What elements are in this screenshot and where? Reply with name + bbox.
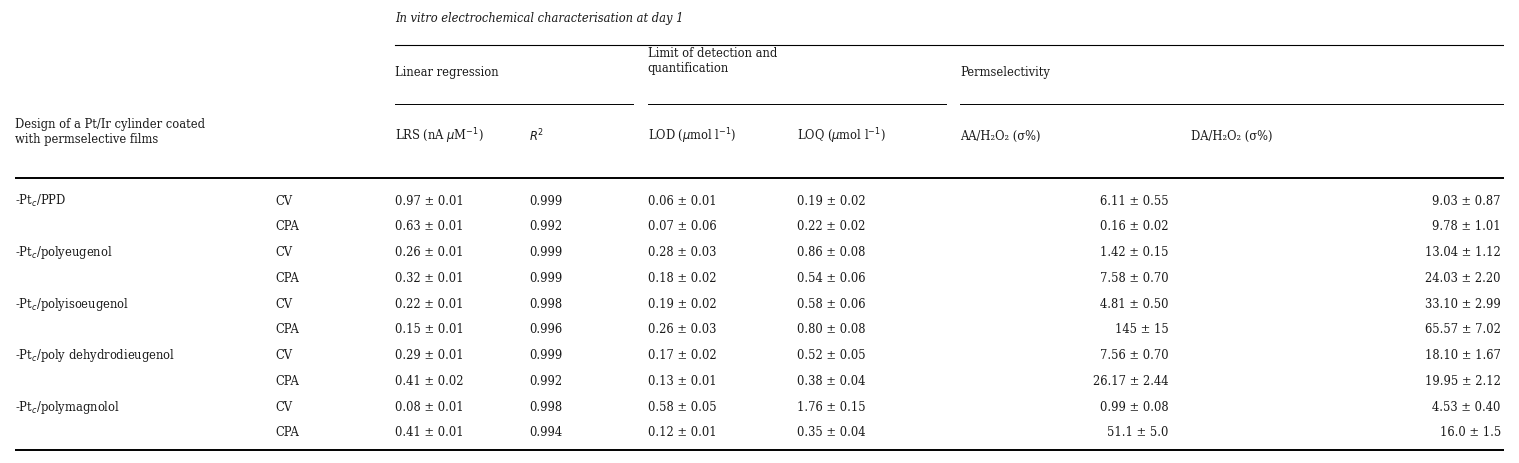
Text: 9.78 ± 1.01: 9.78 ± 1.01 — [1432, 220, 1501, 233]
Text: LOQ ($\mu$mol l$^{-1}$): LOQ ($\mu$mol l$^{-1}$) — [796, 126, 886, 146]
Text: CV: CV — [275, 400, 293, 413]
Text: 6.11 ± 0.55: 6.11 ± 0.55 — [1100, 195, 1170, 208]
Text: 0.52 ± 0.05: 0.52 ± 0.05 — [796, 349, 866, 362]
Text: 65.57 ± 7.02: 65.57 ± 7.02 — [1425, 323, 1501, 337]
Text: 145 ± 15: 145 ± 15 — [1115, 323, 1170, 337]
Text: -Pt$_c$/polyeugenol: -Pt$_c$/polyeugenol — [15, 244, 112, 261]
Text: 0.19 ± 0.02: 0.19 ± 0.02 — [647, 298, 717, 311]
Text: 0.22 ± 0.02: 0.22 ± 0.02 — [796, 220, 866, 233]
Text: 0.16 ± 0.02: 0.16 ± 0.02 — [1100, 220, 1170, 233]
Text: 0.15 ± 0.01: 0.15 ± 0.01 — [395, 323, 463, 337]
Text: 33.10 ± 2.99: 33.10 ± 2.99 — [1425, 298, 1501, 311]
Text: 0.26 ± 0.01: 0.26 ± 0.01 — [395, 246, 463, 259]
Text: 0.29 ± 0.01: 0.29 ± 0.01 — [395, 349, 463, 362]
Text: CPA: CPA — [275, 323, 299, 337]
Text: CV: CV — [275, 195, 293, 208]
Text: 0.07 ± 0.06: 0.07 ± 0.06 — [647, 220, 717, 233]
Text: Linear regression: Linear regression — [395, 66, 498, 79]
Text: 0.58 ± 0.05: 0.58 ± 0.05 — [647, 400, 717, 413]
Text: 0.35 ± 0.04: 0.35 ± 0.04 — [796, 426, 866, 439]
Text: $R^{2}$: $R^{2}$ — [529, 128, 544, 144]
Text: 0.97 ± 0.01: 0.97 ± 0.01 — [395, 195, 463, 208]
Text: -Pt$_c$/polymagnolol: -Pt$_c$/polymagnolol — [15, 399, 120, 416]
Text: AA/H₂O₂ (σ%): AA/H₂O₂ (σ%) — [960, 130, 1041, 143]
Text: 0.22 ± 0.01: 0.22 ± 0.01 — [395, 298, 463, 311]
Text: 1.76 ± 0.15: 1.76 ± 0.15 — [796, 400, 866, 413]
Text: -Pt$_c$/poly dehydrodieugenol: -Pt$_c$/poly dehydrodieugenol — [15, 347, 175, 364]
Text: 0.54 ± 0.06: 0.54 ± 0.06 — [796, 272, 866, 285]
Text: 0.13 ± 0.01: 0.13 ± 0.01 — [647, 375, 717, 388]
Text: 19.95 ± 2.12: 19.95 ± 2.12 — [1425, 375, 1501, 388]
Text: 51.1 ± 5.0: 51.1 ± 5.0 — [1107, 426, 1170, 439]
Text: 0.999: 0.999 — [529, 272, 562, 285]
Text: Permselectivity: Permselectivity — [960, 66, 1050, 79]
Text: 0.999: 0.999 — [529, 246, 562, 259]
Text: 0.996: 0.996 — [529, 323, 562, 337]
Text: CPA: CPA — [275, 220, 299, 233]
Text: 13.04 ± 1.12: 13.04 ± 1.12 — [1425, 246, 1501, 259]
Text: 7.56 ± 0.70: 7.56 ± 0.70 — [1100, 349, 1170, 362]
Text: 0.26 ± 0.03: 0.26 ± 0.03 — [647, 323, 717, 337]
Text: -Pt$_c$/PPD: -Pt$_c$/PPD — [15, 193, 67, 209]
Text: 0.06 ± 0.01: 0.06 ± 0.01 — [647, 195, 717, 208]
Text: 0.38 ± 0.04: 0.38 ± 0.04 — [796, 375, 866, 388]
Text: 0.18 ± 0.02: 0.18 ± 0.02 — [647, 272, 717, 285]
Text: 0.12 ± 0.01: 0.12 ± 0.01 — [647, 426, 717, 439]
Text: 0.41 ± 0.01: 0.41 ± 0.01 — [395, 426, 463, 439]
Text: 0.998: 0.998 — [529, 298, 562, 311]
Text: 0.998: 0.998 — [529, 400, 562, 413]
Text: 4.81 ± 0.50: 4.81 ± 0.50 — [1100, 298, 1170, 311]
Text: CV: CV — [275, 298, 293, 311]
Text: 0.992: 0.992 — [529, 220, 562, 233]
Text: 0.63 ± 0.01: 0.63 ± 0.01 — [395, 220, 463, 233]
Text: LRS (nA $\mu$M$^{-1}$): LRS (nA $\mu$M$^{-1}$) — [395, 126, 483, 146]
Text: 4.53 ± 0.40: 4.53 ± 0.40 — [1432, 400, 1501, 413]
Text: CPA: CPA — [275, 272, 299, 285]
Text: 0.08 ± 0.01: 0.08 ± 0.01 — [395, 400, 463, 413]
Text: 0.41 ± 0.02: 0.41 ± 0.02 — [395, 375, 463, 388]
Text: 0.999: 0.999 — [529, 349, 562, 362]
Text: 26.17 ± 2.44: 26.17 ± 2.44 — [1094, 375, 1170, 388]
Text: 1.42 ± 0.15: 1.42 ± 0.15 — [1100, 246, 1170, 259]
Text: 0.32 ± 0.01: 0.32 ± 0.01 — [395, 272, 463, 285]
Text: 24.03 ± 2.20: 24.03 ± 2.20 — [1425, 272, 1501, 285]
Text: 0.28 ± 0.03: 0.28 ± 0.03 — [647, 246, 717, 259]
Text: -Pt$_c$/polyisoeugenol: -Pt$_c$/polyisoeugenol — [15, 296, 129, 313]
Text: DA/H₂O₂ (σ%): DA/H₂O₂ (σ%) — [1191, 130, 1273, 143]
Text: CV: CV — [275, 246, 293, 259]
Text: 0.19 ± 0.02: 0.19 ± 0.02 — [796, 195, 866, 208]
Text: 9.03 ± 0.87: 9.03 ± 0.87 — [1432, 195, 1501, 208]
Text: CV: CV — [275, 349, 293, 362]
Text: 0.17 ± 0.02: 0.17 ± 0.02 — [647, 349, 717, 362]
Text: 16.0 ± 1.5: 16.0 ± 1.5 — [1440, 426, 1501, 439]
Text: CPA: CPA — [275, 426, 299, 439]
Text: LOD ($\mu$mol l$^{-1}$): LOD ($\mu$mol l$^{-1}$) — [647, 126, 737, 146]
Text: 18.10 ± 1.67: 18.10 ± 1.67 — [1425, 349, 1501, 362]
Text: 0.86 ± 0.08: 0.86 ± 0.08 — [796, 246, 866, 259]
Text: 0.994: 0.994 — [529, 426, 562, 439]
Text: 0.80 ± 0.08: 0.80 ± 0.08 — [796, 323, 866, 337]
Text: 7.58 ± 0.70: 7.58 ± 0.70 — [1100, 272, 1170, 285]
Text: Design of a Pt/Ir cylinder coated
with permselective films: Design of a Pt/Ir cylinder coated with p… — [15, 118, 205, 146]
Text: 0.58 ± 0.06: 0.58 ± 0.06 — [796, 298, 866, 311]
Text: CPA: CPA — [275, 375, 299, 388]
Text: Limit of detection and
quantification: Limit of detection and quantification — [647, 47, 778, 75]
Text: 0.99 ± 0.08: 0.99 ± 0.08 — [1100, 400, 1170, 413]
Text: 0.999: 0.999 — [529, 195, 562, 208]
Text: In vitro electrochemical characterisation at day 1: In vitro electrochemical characterisatio… — [395, 12, 684, 25]
Text: 0.992: 0.992 — [529, 375, 562, 388]
